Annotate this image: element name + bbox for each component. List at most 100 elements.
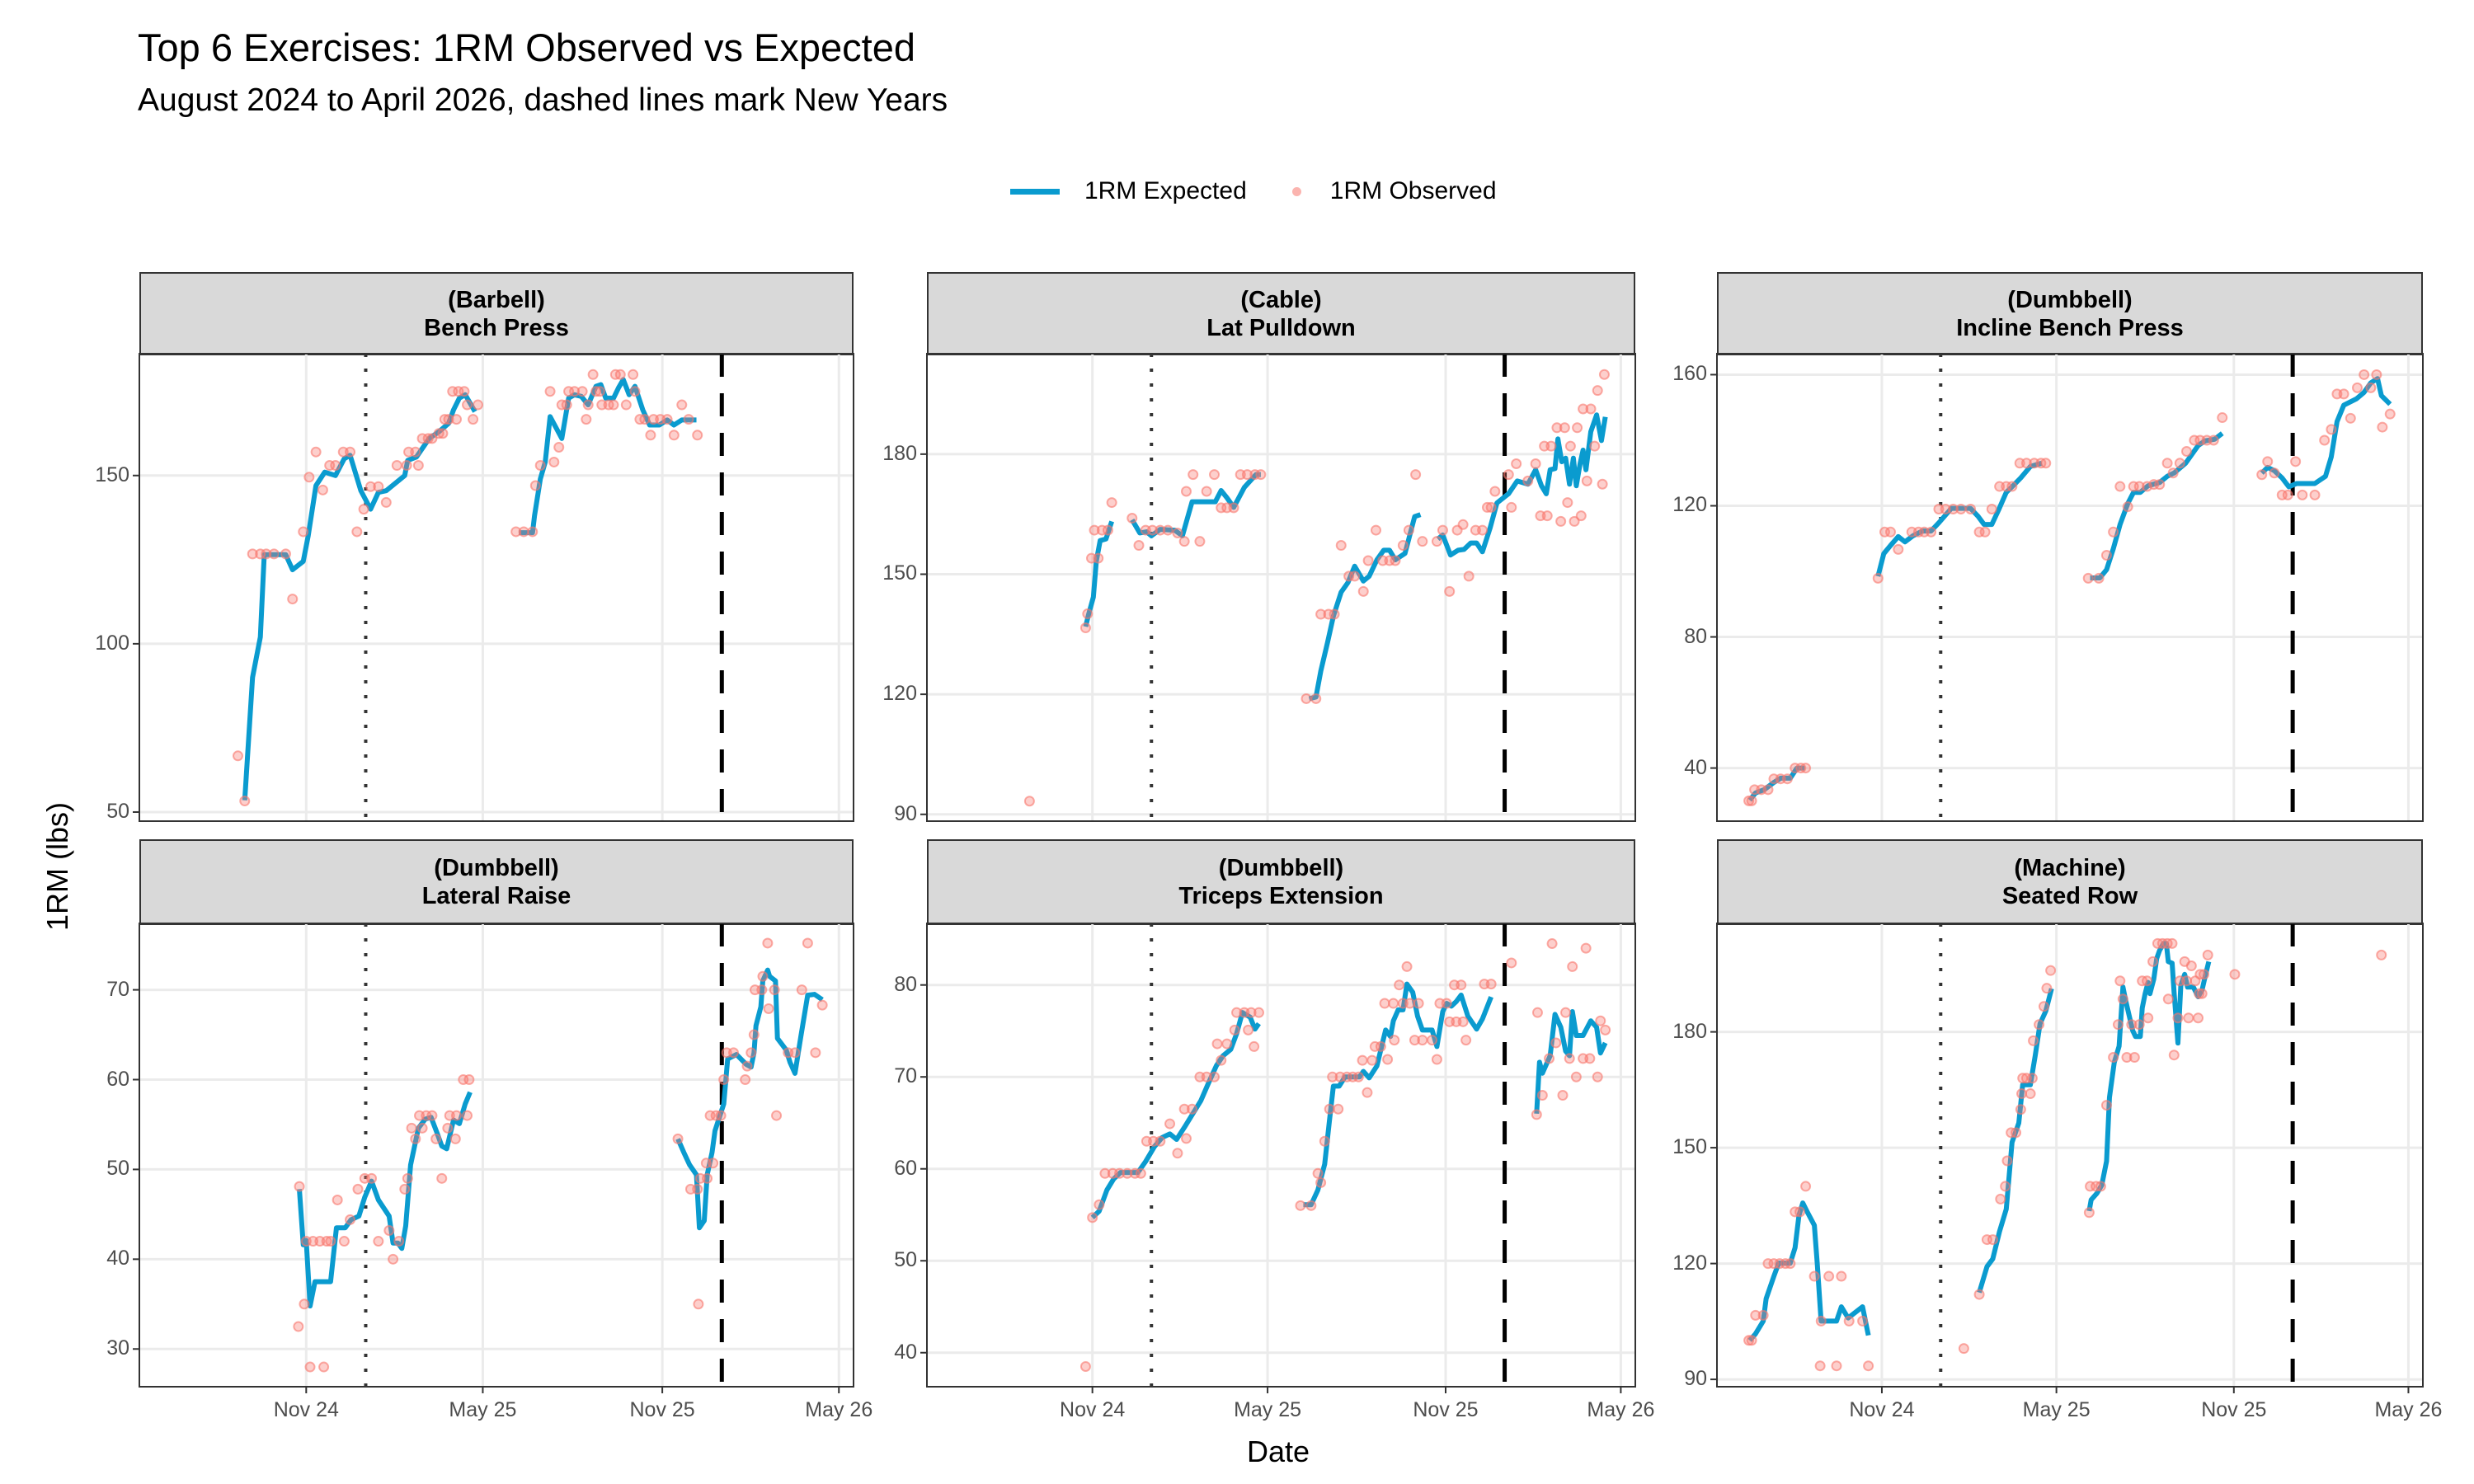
observed-1rm-point [1300,693,1312,704]
observed-1rm-point [1530,458,1541,469]
observed-1rm-point [2319,434,2331,446]
facet-panel: 30 40 50 60 70 Nov 24 May 25 Nov 25 May 26 [106,923,872,1421]
observed-1rm-point [2256,469,2268,481]
facet-strip: (Machine) Seated Row [1717,839,2423,925]
observed-1rm-point [2011,1127,2022,1139]
observed-1rm-point [1357,1054,1368,1066]
observed-1rm-point [1417,536,1428,547]
observed-1rm-point [410,446,421,458]
observed-1rm-point [2199,969,2210,980]
observed-1rm-point [2208,434,2219,446]
observed-1rm-point [740,1074,751,1086]
observed-1rm-point [1079,622,1091,634]
expected-1rm-line [297,1091,473,1308]
expected-1rm-line [2260,376,2392,490]
observed-1rm-point [1995,1193,2006,1205]
observed-1rm-point [2162,993,2174,1005]
y-tick-label: 60 [106,1067,129,1091]
observed-1rm-point [741,1060,753,1072]
observed-1rm-point [1557,1090,1569,1101]
observed-1rm-point [1843,1315,1855,1327]
observed-1rm-point [1172,1148,1183,1159]
observed-1rm-point [1404,998,1416,1009]
observed-1rm-point [2365,382,2377,393]
observed-1rm-point [1255,469,1267,481]
observed-1rm-point [1315,1176,1327,1188]
observed-1rm-point [553,441,565,453]
observed-1rm-point [1965,503,1977,514]
observed-1rm-point [1114,1167,1126,1179]
observed-1rm-point [1209,469,1221,481]
observed-1rm-point [1431,536,1442,547]
observed-1rm-point [1551,422,1563,434]
panel-border [1716,353,2424,822]
observed-1rm-point [1221,1038,1233,1050]
observed-1rm-point [2038,1001,2049,1012]
facet-name: Lateral Raise [421,883,571,909]
observed-1rm-point [1427,1035,1438,1046]
expected-1rm-line [1747,1200,1871,1342]
observed-1rm-point [338,1236,350,1247]
observed-1rm-point [1357,585,1369,597]
observed-1rm-point [594,386,605,397]
observed-1rm-point [693,1298,704,1310]
observed-1rm-point [298,526,309,538]
observed-1rm-point [1379,998,1390,1009]
y-tick-label: 160 [1672,362,1707,386]
observed-1rm-point [1329,608,1340,620]
chart-subtitle: August 2024 to April 2026, dashed lines … [138,82,948,118]
observed-1rm-point [416,1122,428,1134]
observed-1rm-point [1216,1054,1227,1066]
observed-1rm-point [1511,458,1522,469]
observed-1rm-point [2028,1035,2039,1046]
observed-1rm-point [1253,1007,1265,1018]
observed-1rm-point [1082,608,1094,620]
observed-1rm-point [2142,1012,2154,1024]
observed-1rm-point [561,399,572,411]
observed-1rm-point [810,1047,821,1059]
observed-1rm-point [317,484,328,495]
observed-1rm-point [1544,1053,1555,1064]
observed-1rm-point [1814,1360,1826,1372]
observed-1rm-point [304,1361,316,1373]
observed-1rm-point [1836,1270,1847,1282]
observed-1rm-point [1209,1071,1221,1082]
observed-1rm-point [406,1122,417,1134]
observed-1rm-point [1126,513,1138,524]
panel-plot [920,923,1636,1393]
observed-1rm-point [581,414,592,425]
x-tick-label: Nov 25 [2201,1398,2267,1421]
observed-1rm-point [1457,1016,1469,1027]
observed-1rm-point [1390,555,1401,566]
observed-1rm-point [2142,975,2153,987]
observed-1rm-point [1135,1167,1146,1179]
observed-1rm-point [1441,998,1452,1009]
observed-1rm-point [582,399,594,411]
observed-1rm-point [280,548,291,560]
x-tick-label: Nov 24 [273,1398,339,1421]
y-tick-label: 50 [894,1248,917,1272]
expected-1rm-line [1977,988,2054,1294]
facet-category: (Barbell) [448,286,545,313]
observed-1rm-point [1973,1289,1985,1300]
observed-1rm-point [351,526,363,538]
y-tick-label: 40 [1684,755,1707,779]
observed-1rm-point [816,999,828,1011]
observed-1rm-point [1180,486,1192,497]
observed-1rm-point [2001,1155,2013,1167]
observed-1rm-point [1431,1054,1442,1065]
observed-1rm-point [2114,975,2126,987]
x-tick-label: May 26 [2374,1398,2443,1421]
expected-1rm-line [1090,1010,1261,1220]
observed-1rm-point [1589,440,1601,452]
observed-1rm-point [1349,571,1361,582]
observed-1rm-point [1417,1035,1428,1046]
observed-1rm-point [771,1110,783,1121]
observed-1rm-point [1584,1053,1596,1064]
y-tick-label: 180 [882,441,917,465]
observed-1rm-point [443,414,454,425]
observed-1rm-point [1188,469,1199,481]
observed-1rm-point [796,984,807,996]
observed-1rm-point [1315,608,1327,620]
facet-category: (Machine) [2014,855,2126,881]
